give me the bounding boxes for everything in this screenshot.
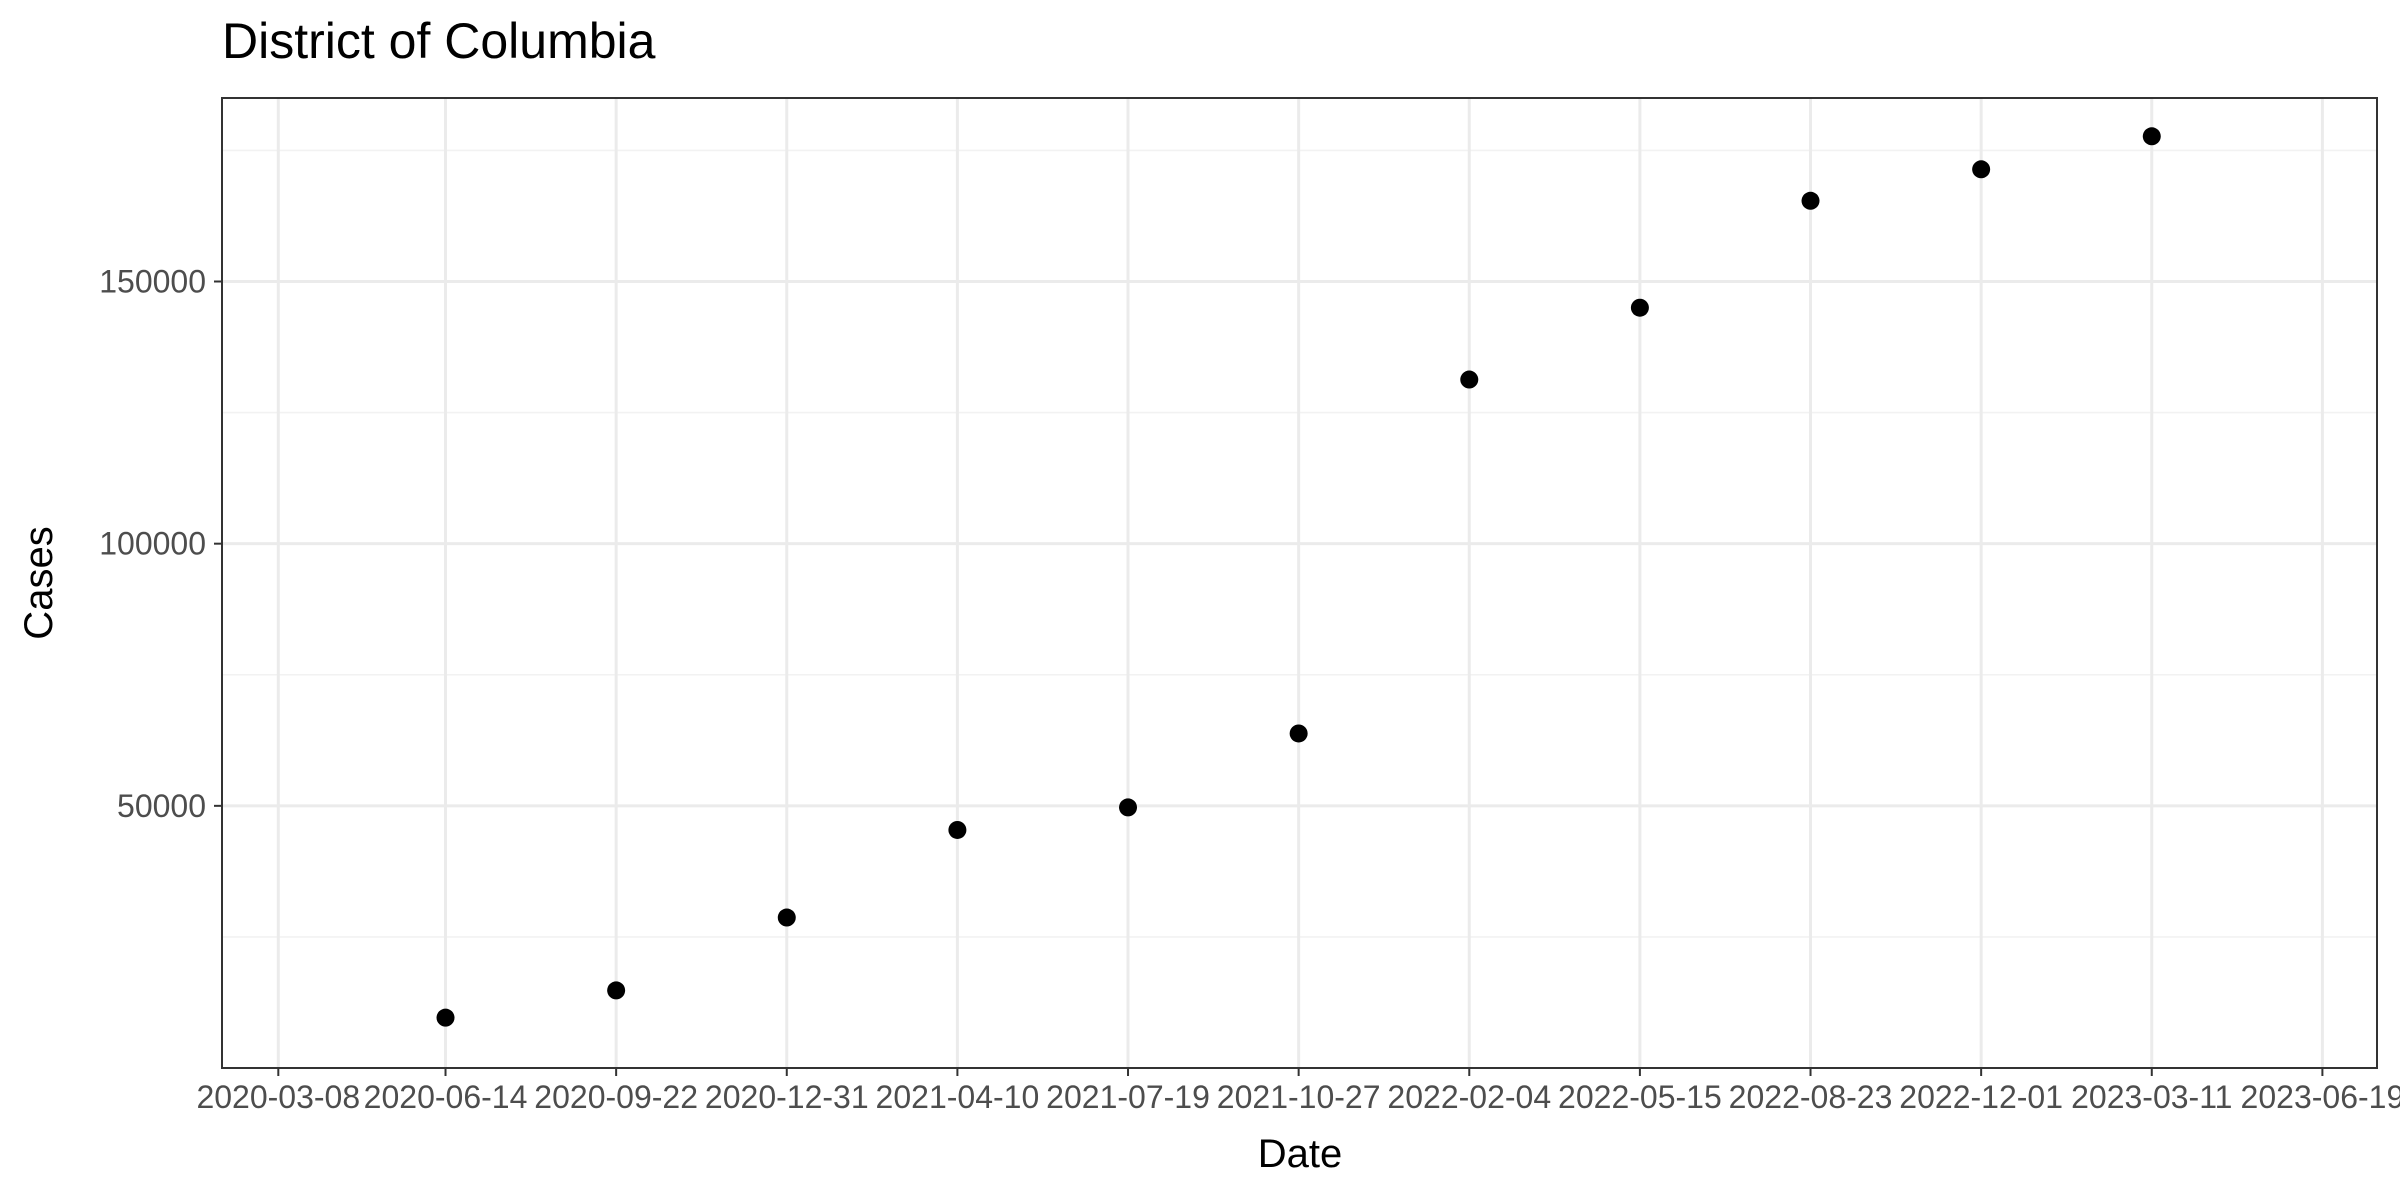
data-point: [2142, 127, 2161, 146]
x-tick-label: 2022-02-04: [1387, 1079, 1551, 1115]
data-point: [777, 908, 796, 927]
data-point: [1630, 298, 1649, 317]
x-tick-label: 2020-12-31: [705, 1079, 869, 1115]
data-point: [607, 981, 626, 1000]
y-axis-title: Cases: [17, 526, 61, 639]
y-tick-label: 50000: [117, 788, 206, 824]
x-tick-label: 2021-07-19: [1046, 1079, 1210, 1115]
x-tick-label: 2023-03-11: [2071, 1079, 2232, 1115]
data-point: [1801, 191, 1820, 210]
x-tick-label: 2023-06-19: [2241, 1079, 2400, 1115]
x-tick-label: 2020-09-22: [534, 1079, 698, 1115]
x-tick-label: 2021-10-27: [1217, 1079, 1381, 1115]
y-tick-label: 150000: [99, 264, 206, 300]
chart-title: District of Columbia: [222, 13, 656, 69]
data-point: [1289, 724, 1308, 743]
data-point: [1119, 798, 1138, 817]
x-tick-label: 2021-04-10: [876, 1079, 1040, 1115]
data-point: [436, 1008, 455, 1027]
data-point: [1460, 370, 1479, 389]
x-tick-label: 2022-08-23: [1729, 1079, 1893, 1115]
x-tick-label: 2020-06-14: [364, 1079, 528, 1115]
x-tick-label: 2022-05-15: [1558, 1079, 1722, 1115]
x-axis-title: Date: [1258, 1132, 1343, 1176]
grid: [222, 98, 2377, 1068]
y-tick-label: 100000: [99, 526, 206, 562]
x-tick-label: 2022-12-01: [1899, 1079, 2063, 1115]
data-point: [948, 820, 967, 839]
data-points: [436, 127, 2161, 1027]
x-tick-label: 2020-03-08: [196, 1079, 360, 1115]
data-point: [1972, 160, 1991, 179]
